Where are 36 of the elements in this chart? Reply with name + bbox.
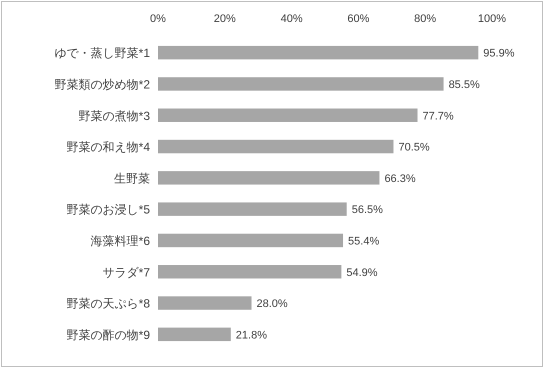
- x-tick-label: 80%: [414, 13, 436, 25]
- bar: [158, 234, 344, 248]
- data-label: 55.4%: [348, 235, 380, 248]
- x-tick-label: 0%: [150, 13, 166, 25]
- data-label: 66.3%: [384, 172, 416, 185]
- x-tick-label: 40%: [280, 13, 303, 25]
- bar: [158, 77, 444, 91]
- bar: [158, 296, 252, 310]
- y-tick-label: 野菜の和え物*4: [66, 140, 150, 154]
- y-tick-label: 生野菜: [114, 171, 150, 186]
- y-tick-label: 野菜のお浸し*5: [66, 202, 150, 217]
- y-tick-label: 野菜類の炒め物*2: [54, 77, 150, 92]
- data-label: 54.9%: [346, 266, 378, 279]
- x-tick-label: 20%: [214, 13, 236, 25]
- y-tick-label: 海藻料理*6: [90, 234, 150, 248]
- data-label: 77.7%: [422, 110, 454, 122]
- y-tick-label: 野菜の酢の物*9: [66, 328, 150, 342]
- bar: [158, 328, 231, 342]
- bar: [158, 108, 418, 122]
- data-label: 56.5%: [352, 204, 384, 216]
- bar: [158, 171, 380, 185]
- bar: [158, 202, 347, 216]
- bar: [158, 265, 342, 278]
- data-label: 70.5%: [398, 142, 430, 154]
- y-tick-label: 野菜の天ぷら*8: [66, 296, 150, 311]
- data-label: 21.8%: [236, 329, 268, 342]
- x-tick-label: 100%: [478, 13, 506, 25]
- data-label: 28.0%: [256, 298, 288, 310]
- x-tick-label: 60%: [347, 13, 370, 25]
- y-tick-label: 野菜の煮物*3: [78, 108, 150, 123]
- bar: [158, 46, 478, 60]
- data-label: 95.9%: [483, 48, 515, 60]
- y-tick-label: ゆで・蒸し野菜*1: [54, 46, 150, 60]
- bar: [158, 140, 394, 154]
- y-tick-label: サラダ*7: [102, 265, 150, 280]
- data-label: 85.5%: [448, 78, 480, 91]
